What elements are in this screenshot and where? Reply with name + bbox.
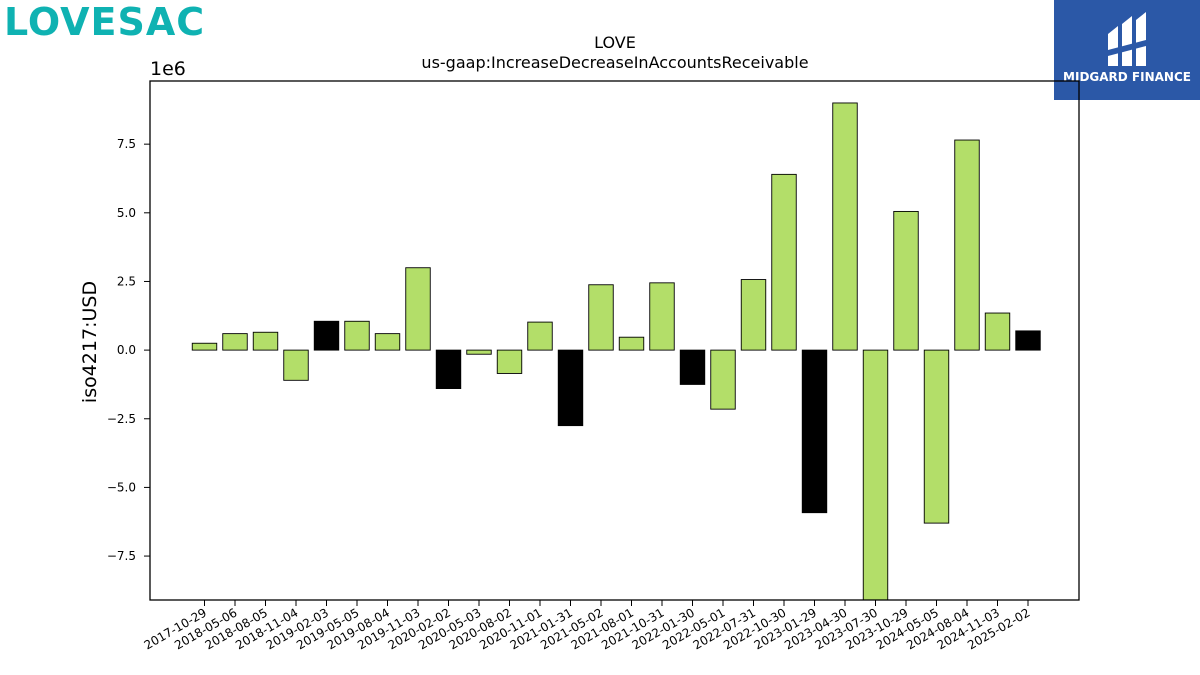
bar xyxy=(313,320,340,351)
y-tick-label: −7.5 xyxy=(107,549,136,563)
y-tick-label: 7.5 xyxy=(117,137,136,151)
bar xyxy=(344,320,370,351)
chart-subtitle: us-gaap:IncreaseDecreaseInAccountsReceiv… xyxy=(421,53,808,72)
bar xyxy=(923,349,950,524)
midgard-logo-text: MIDGARD FINANCE xyxy=(1063,70,1191,84)
chart-title: LOVE xyxy=(594,33,636,52)
bar xyxy=(252,331,279,351)
bar xyxy=(435,349,462,390)
bar xyxy=(984,312,1011,351)
bar xyxy=(466,349,492,355)
y-tick-label: 2.5 xyxy=(117,274,136,288)
bar xyxy=(801,349,828,514)
bar xyxy=(832,102,858,351)
bar xyxy=(527,321,553,351)
plot-frame xyxy=(149,80,1080,601)
bar xyxy=(496,349,523,374)
bar xyxy=(374,333,401,351)
bar xyxy=(1015,330,1041,351)
bar xyxy=(710,349,736,410)
y-tick-label: −5.0 xyxy=(107,480,136,494)
y-axis-label: iso4217:USD xyxy=(79,281,101,403)
bar xyxy=(283,349,309,381)
bar xyxy=(954,139,980,351)
bar xyxy=(649,282,675,351)
y-tick-label: 0.0 xyxy=(117,343,136,357)
bar xyxy=(679,349,706,385)
bar xyxy=(588,284,614,351)
bar xyxy=(191,342,218,351)
y-axis: −7.5 −5.0 −2.5 0.0 2.5 5.0 7.5 xyxy=(107,137,150,563)
bar xyxy=(405,267,431,351)
lovesac-logo: LOVESAC xyxy=(4,0,206,44)
bar xyxy=(740,279,767,351)
y-multiplier-label: 1e6 xyxy=(150,58,186,80)
bar xyxy=(862,349,889,601)
bar xyxy=(222,333,248,351)
bar xyxy=(893,210,919,351)
x-axis: 2017-10-292018-05-062018-08-052018-11-04… xyxy=(142,600,1033,652)
midgard-finance-logo: MIDGARD FINANCE xyxy=(1054,0,1200,100)
bar xyxy=(618,336,645,351)
bar xyxy=(771,173,797,351)
bars-layer xyxy=(191,102,1041,601)
y-tick-label: −2.5 xyxy=(107,412,136,426)
y-tick-label: 5.0 xyxy=(117,206,136,220)
bar xyxy=(557,349,584,427)
midgard-logo-icon xyxy=(1108,12,1146,66)
